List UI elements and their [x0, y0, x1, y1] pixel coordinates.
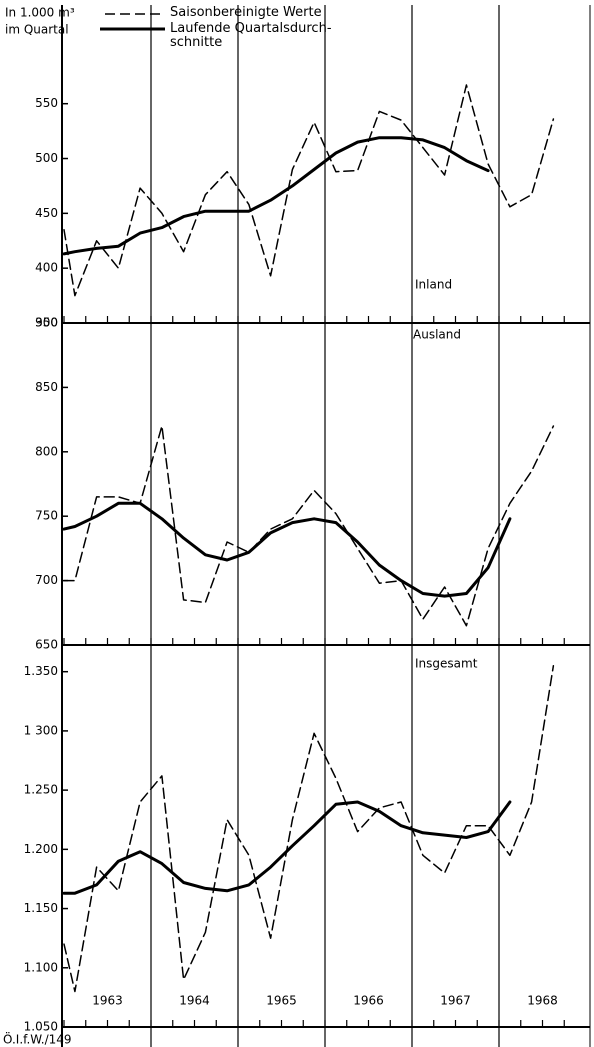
y-tick-label: 800 — [35, 444, 58, 458]
dashed-line — [63, 84, 555, 297]
y-tick-label: 1.350 — [24, 664, 58, 678]
unit-label: In 1.000 m³ — [5, 6, 75, 20]
y-tick-label: 1.100 — [24, 960, 58, 974]
y-tick-label: 550 — [35, 96, 58, 110]
legend-label: Saisonbereinigte Werte — [170, 5, 322, 20]
y-tick-label: 1 300 — [24, 723, 58, 737]
unit-label: im Quartal — [5, 23, 69, 37]
footer: Ö.I.f.W./149 — [3, 1031, 72, 1047]
smooth-line — [62, 136, 490, 256]
y-tick-label: 1.250 — [24, 783, 58, 797]
x-tick-label: 1967 — [440, 994, 471, 1008]
x-tick-label: 1966 — [353, 994, 384, 1008]
y-tick-label: 1.050 — [24, 1020, 58, 1034]
x-tick-label: 1968 — [527, 994, 558, 1008]
y-tick-label: 1.150 — [24, 901, 58, 915]
y-tick-label: 450 — [35, 206, 58, 220]
dashed-line — [63, 425, 555, 627]
smooth-line — [62, 501, 512, 598]
x-tick-label: 1964 — [179, 994, 210, 1008]
x-tick-label: 1965 — [266, 994, 297, 1008]
y-tick-label: 650 — [35, 638, 58, 652]
y-tick-label: 1.200 — [24, 842, 58, 856]
legend-label: Laufende Quartalsdurch­schnitte — [170, 21, 332, 50]
dashed-line — [63, 665, 555, 993]
y-tick-label: 500 — [35, 151, 58, 165]
y-tick-label: 400 — [35, 261, 58, 275]
y-tick-label: 850 — [35, 380, 58, 394]
panel-title: Ausland — [413, 328, 461, 342]
y-tick-label: 750 — [35, 509, 58, 523]
smooth-line — [62, 800, 512, 895]
y-tick-label: 900 — [35, 316, 58, 330]
y-tick-label: 700 — [35, 573, 58, 587]
x-tick-label: 1963 — [92, 994, 123, 1008]
panel-title: Insgesamt — [415, 657, 478, 671]
panel-title: Inland — [415, 278, 452, 292]
y-tick-label: 350 — [35, 316, 58, 330]
